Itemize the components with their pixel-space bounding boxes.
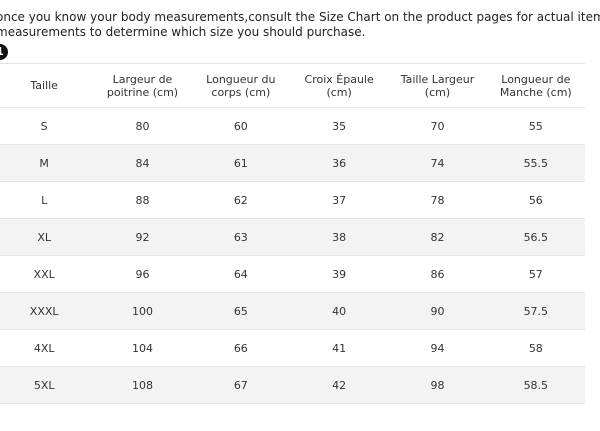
table-cell: 108 (93, 366, 192, 404)
table-cell: 40 (289, 292, 389, 330)
table-cell: 104 (93, 329, 192, 367)
table-cell: 65 (191, 292, 290, 330)
table-cell: 36 (289, 144, 389, 182)
header-cell: Longueur de Manche (cm) (486, 63, 585, 108)
header-row: Taille Largeur de poitrine (cm) Longueur d… (0, 63, 585, 108)
table-cell: XL (0, 218, 94, 256)
header-cell: Croix Épaule (cm) (289, 63, 389, 108)
table-cell: 100 (93, 292, 192, 330)
table-cell: 42 (289, 366, 389, 404)
table-cell: 38 (289, 218, 389, 256)
table-cell: 96 (93, 255, 192, 293)
table-cell: M (0, 144, 94, 182)
table-cell: 56.5 (486, 218, 585, 256)
table-cell: 55 (486, 107, 585, 145)
table-row: 4XL 104 66 41 94 58 (0, 329, 585, 367)
step-badge: 1 (0, 44, 8, 60)
table-cell: 92 (93, 218, 192, 256)
table-row: M 84 61 36 74 55.5 (0, 144, 585, 182)
table-cell: XXL (0, 255, 94, 293)
table-cell: 60 (191, 107, 290, 145)
header-cell: Largeur de poitrine (cm) (93, 63, 192, 108)
table-cell: 66 (191, 329, 290, 367)
size-table: Taille Largeur de poitrine (cm) Longueur d… (0, 63, 585, 404)
table-cell: L (0, 181, 94, 219)
table-row: XL 92 63 38 82 56.5 (0, 218, 585, 256)
table-cell: 56 (486, 181, 585, 219)
table-cell: 62 (191, 181, 290, 219)
table-row: XXXL 100 65 40 90 57.5 (0, 292, 585, 330)
table-cell: 84 (93, 144, 192, 182)
table-cell: 82 (388, 218, 487, 256)
table-row: 5XL 108 67 42 98 58.5 (0, 366, 585, 404)
table-cell: 70 (388, 107, 487, 145)
table-body: S 80 60 35 70 55 M 84 61 36 74 55.5 L 88 62 37 78 56 XL 92 6… (0, 107, 585, 404)
table-cell: 58 (486, 329, 585, 367)
table-cell: S (0, 107, 94, 145)
table-cell: 58.5 (486, 366, 585, 404)
table-row: L 88 62 37 78 56 (0, 181, 585, 219)
table-cell: 35 (289, 107, 389, 145)
table-cell: 67 (191, 366, 290, 404)
table-cell: 5XL (0, 366, 94, 404)
table-cell: 57 (486, 255, 585, 293)
intro-line: measurements to determine which size you… (0, 25, 366, 39)
table-cell: 78 (388, 181, 487, 219)
table-cell: 80 (93, 107, 192, 145)
table-cell: 98 (388, 366, 487, 404)
table-cell: 61 (191, 144, 290, 182)
table-cell: 88 (93, 181, 192, 219)
table-cell: 4XL (0, 329, 94, 367)
table-cell: XXXL (0, 292, 94, 330)
table-cell: 64 (191, 255, 290, 293)
header-cell: Longueur du corps (cm) (191, 63, 290, 108)
table-cell: 39 (289, 255, 389, 293)
table-cell: 94 (388, 329, 487, 367)
table-cell: 63 (191, 218, 290, 256)
table-cell: 55.5 (486, 144, 585, 182)
header-cell: Taille Largeur (cm) (388, 63, 487, 108)
table-cell: 90 (388, 292, 487, 330)
table-cell: 41 (289, 329, 389, 367)
intro-line: once you know your body measurements,con… (0, 10, 600, 24)
table-cell: 86 (388, 255, 487, 293)
table-cell: 74 (388, 144, 487, 182)
table-cell: 57.5 (486, 292, 585, 330)
table-row: XXL 96 64 39 86 57 (0, 255, 585, 293)
table-cell: 37 (289, 181, 389, 219)
table-row: S 80 60 35 70 55 (0, 107, 585, 145)
header-cell: Taille (0, 63, 94, 108)
